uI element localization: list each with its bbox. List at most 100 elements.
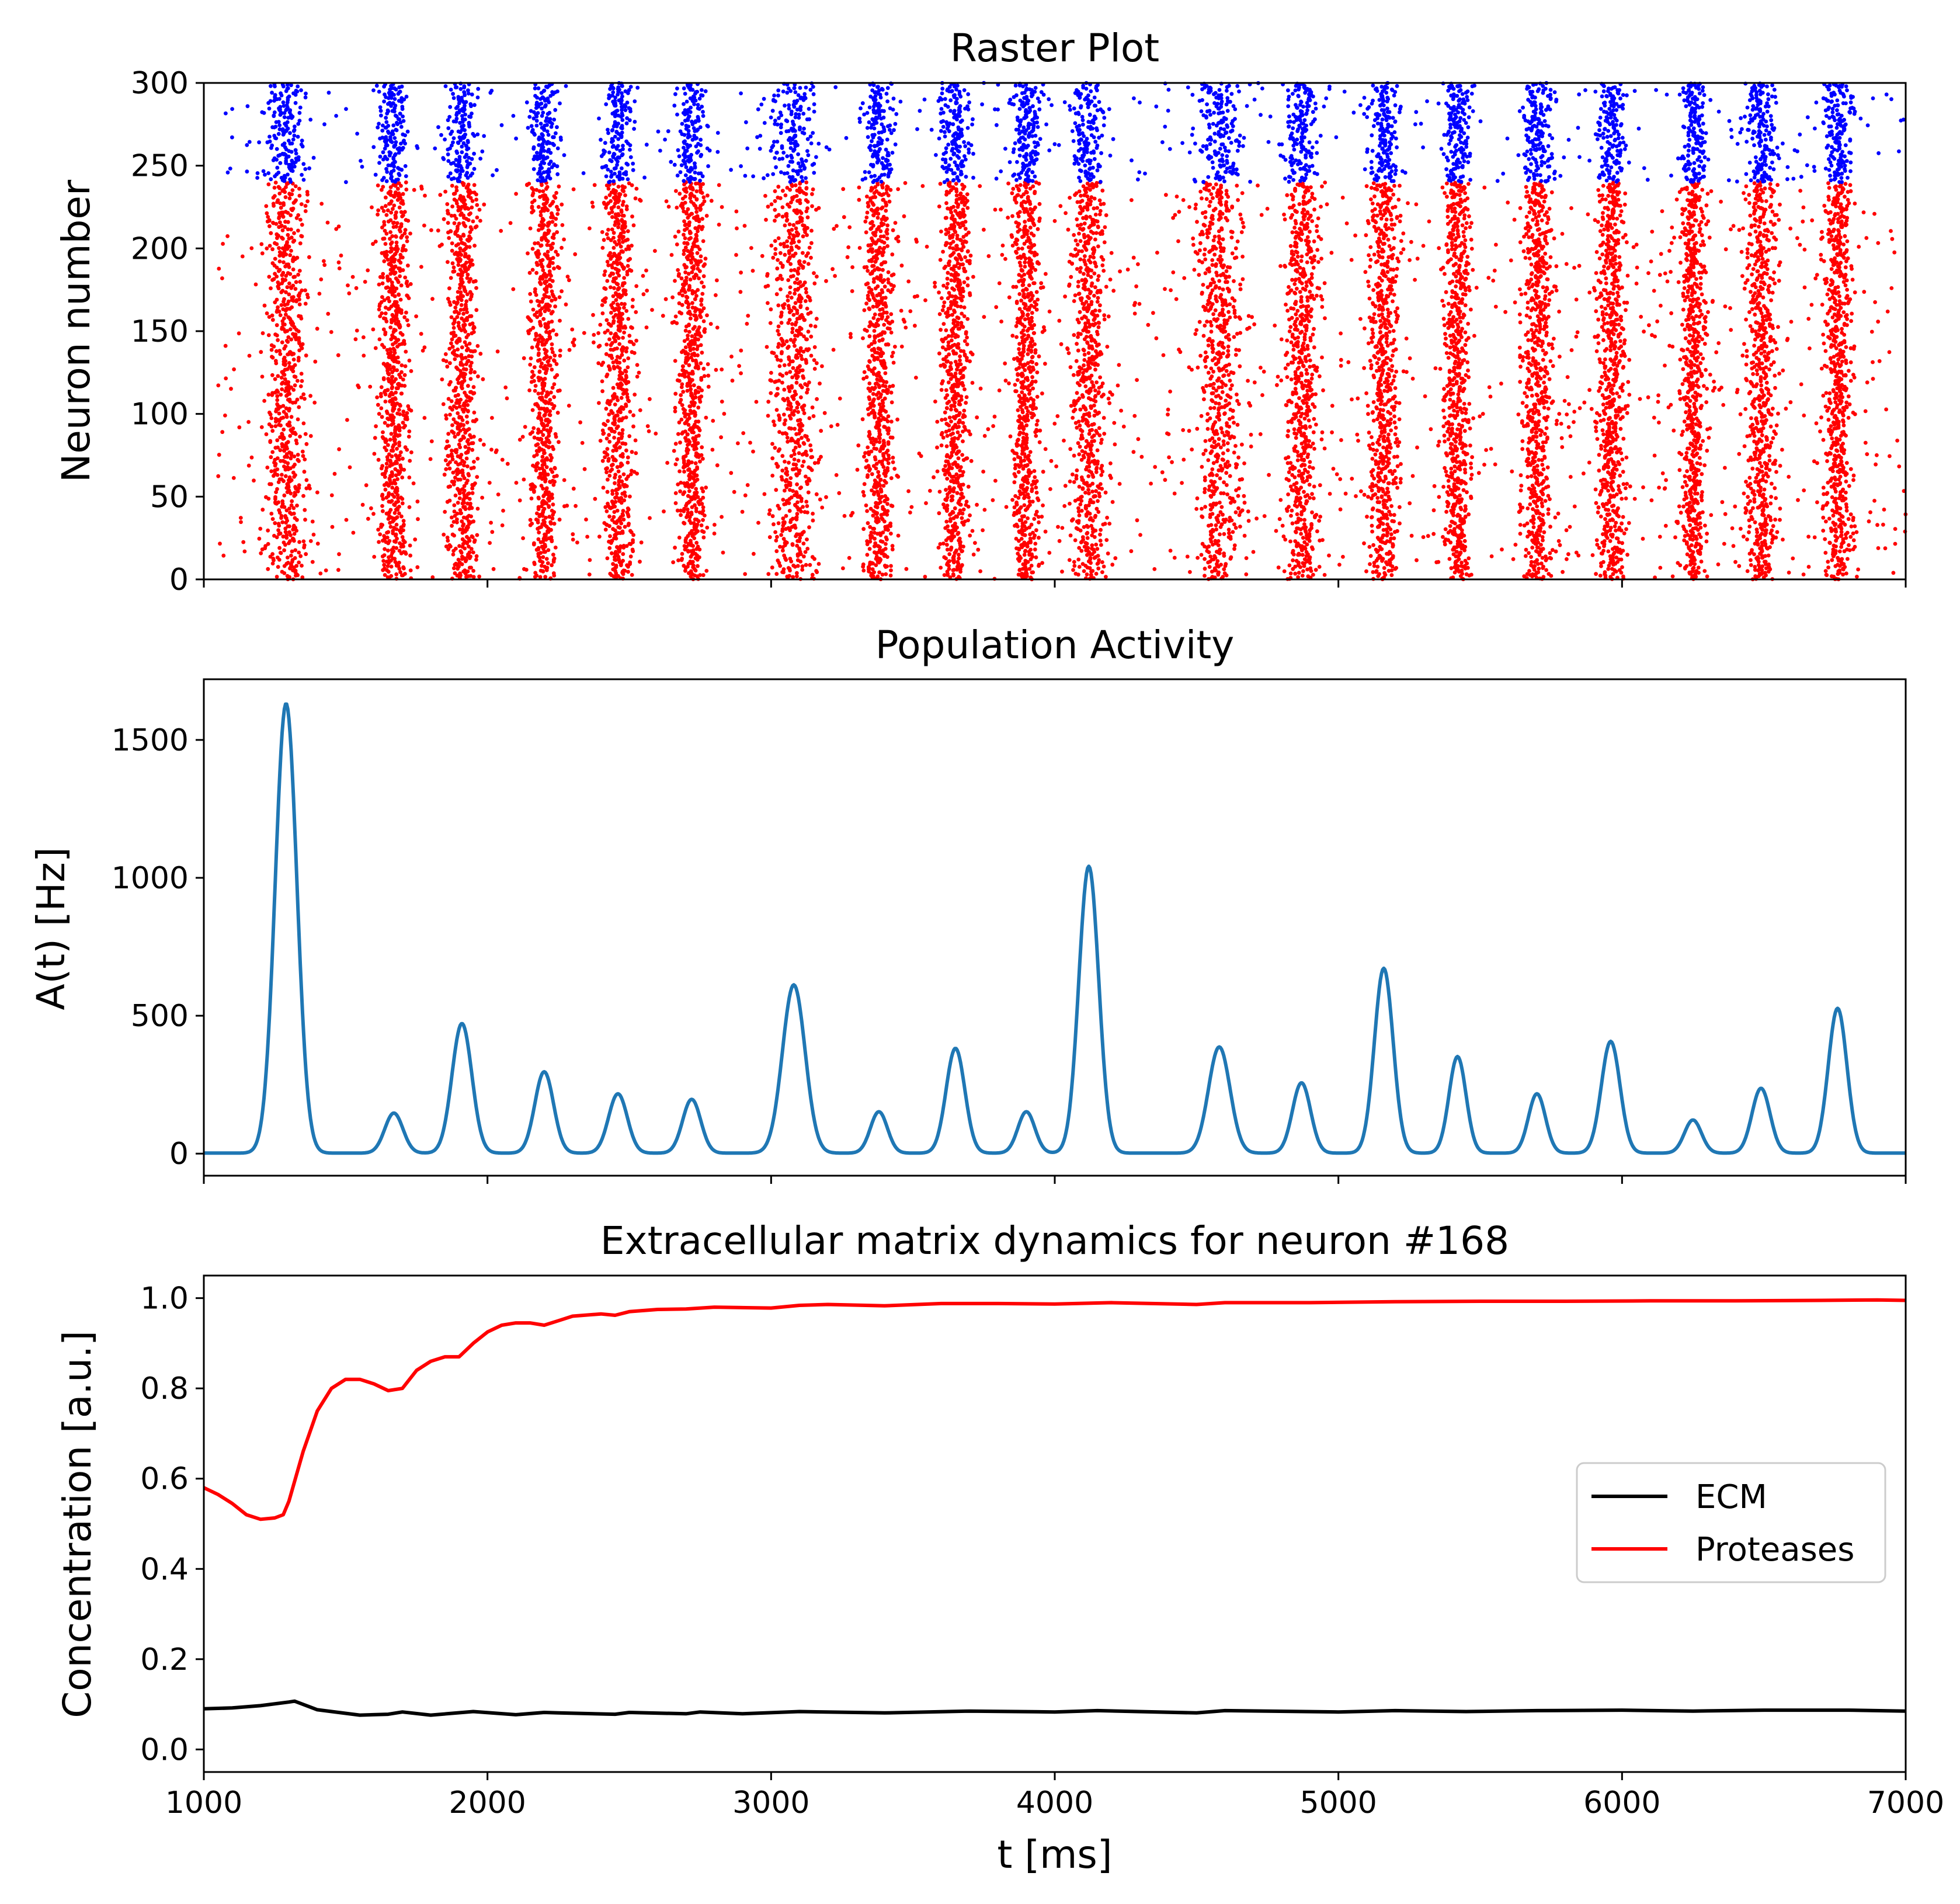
spike-dot <box>389 564 394 569</box>
spike-dot <box>1760 433 1764 437</box>
spike-dot <box>252 478 256 483</box>
spike-dot <box>616 525 621 529</box>
spike-dot <box>1534 549 1538 553</box>
spike-dot <box>784 540 789 545</box>
spike-dot <box>610 489 614 493</box>
spike-dot <box>1766 443 1770 447</box>
spike-dot <box>1382 571 1387 575</box>
spike-dot <box>600 458 605 463</box>
spike-dot <box>1547 572 1551 576</box>
spike-dot <box>1443 527 1448 531</box>
spike-dot <box>947 559 951 564</box>
spike-dot <box>1606 567 1611 571</box>
spike-dot <box>1105 516 1109 520</box>
spike-dot <box>1029 522 1034 527</box>
spike-dot <box>517 498 522 503</box>
spike-dot <box>616 574 620 578</box>
spike-dot <box>472 435 476 439</box>
spike-dot <box>1368 554 1373 558</box>
spike-dot <box>1624 456 1629 460</box>
spike-dot <box>269 469 274 474</box>
spike-dot <box>1224 517 1228 522</box>
spike-dot <box>597 534 602 539</box>
spike-dot <box>1529 555 1534 559</box>
spike-dot <box>1028 547 1033 552</box>
spike-dot <box>1082 569 1086 574</box>
spike-dot <box>776 503 780 508</box>
spike-dot <box>682 490 687 495</box>
spike-dot <box>873 455 877 460</box>
spike-dot <box>1836 562 1840 567</box>
spike-dot <box>683 436 687 440</box>
spike-dot <box>1881 522 1885 527</box>
spike-dot <box>634 451 638 456</box>
spike-dot <box>932 475 936 480</box>
spike-dot <box>1075 468 1079 472</box>
spike-dot <box>1697 456 1702 460</box>
spike-dot <box>1745 434 1750 439</box>
spike-dot <box>957 575 961 579</box>
spike-dot <box>1220 430 1225 435</box>
spike-dot <box>1085 536 1090 540</box>
spike-dot <box>1519 484 1524 488</box>
spike-dot <box>1386 494 1391 499</box>
spike-dot <box>620 441 624 446</box>
spike-dot <box>687 519 692 523</box>
spike-dot <box>1680 485 1685 489</box>
spike-dot <box>532 435 537 440</box>
spike-dot <box>948 575 953 579</box>
spike-dot <box>1286 492 1291 496</box>
spike-dot <box>1214 527 1219 531</box>
spike-dot <box>729 471 734 475</box>
spike-dot <box>1370 515 1374 519</box>
spike-dot <box>1203 439 1208 443</box>
spike-dot <box>782 502 787 506</box>
spike-dot <box>1451 456 1455 461</box>
spike-dot <box>266 567 270 571</box>
spike-dot <box>795 500 800 505</box>
spike-dot <box>872 446 877 451</box>
spike-dot <box>1308 460 1312 464</box>
spike-dot <box>1382 498 1386 503</box>
spike-dot <box>1317 565 1322 569</box>
spike-dot <box>1664 478 1669 482</box>
spike-dot <box>1274 529 1278 533</box>
spike-dot <box>1384 454 1388 459</box>
spike-dot <box>416 517 420 522</box>
spike-dot <box>1693 572 1698 576</box>
spike-dot <box>880 495 884 499</box>
spike-dot <box>384 481 389 485</box>
spike-dot <box>1033 541 1038 546</box>
spike-dot <box>701 509 706 513</box>
spike-dot <box>1574 550 1579 555</box>
spike-dot <box>1080 535 1085 539</box>
spike-dot <box>693 461 698 465</box>
spike-dot <box>1470 455 1475 460</box>
spike-dot <box>298 435 302 439</box>
spike-dot <box>1290 521 1295 526</box>
spike-dot <box>1282 569 1287 574</box>
spike-dot <box>394 453 398 457</box>
spike-dot <box>1444 509 1449 514</box>
spike-dot <box>1331 467 1336 471</box>
spike-dot <box>1529 560 1534 564</box>
spike-dot <box>562 478 567 482</box>
spike-dot <box>270 552 274 557</box>
spike-dot <box>715 463 720 468</box>
spike-dot <box>788 488 792 492</box>
spike-dot <box>1010 498 1014 502</box>
spike-dot <box>1522 574 1527 579</box>
spike-dot <box>1832 543 1836 548</box>
spike-dot <box>285 574 290 578</box>
spike-dot <box>1611 480 1615 484</box>
spike-dot <box>1733 504 1737 509</box>
spike-dot <box>947 485 952 489</box>
spike-dot <box>1518 502 1522 507</box>
spike-dot <box>616 469 621 474</box>
spike-dot <box>1014 537 1019 541</box>
spike-dot <box>1681 524 1686 529</box>
spike-dot <box>376 457 381 462</box>
spike-dot <box>696 441 700 446</box>
spike-dot <box>957 449 961 454</box>
spike-dot <box>1621 574 1625 579</box>
